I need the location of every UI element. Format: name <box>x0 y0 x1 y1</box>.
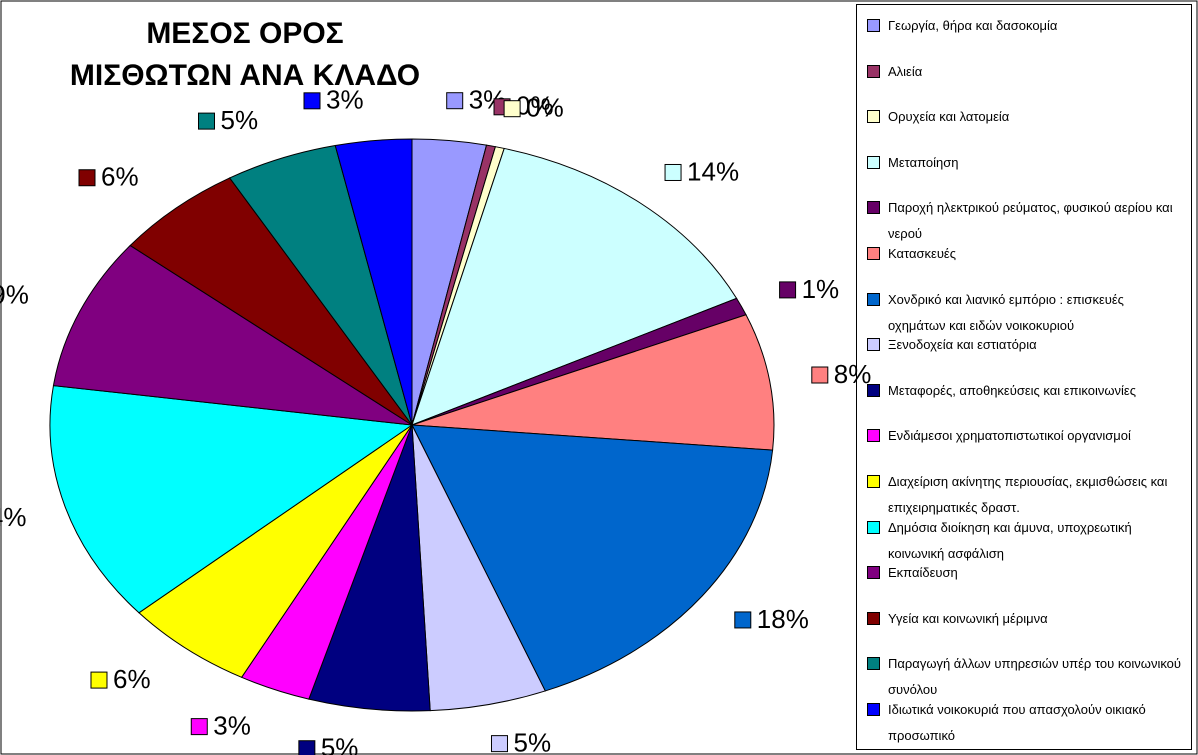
legend-swatch <box>867 292 880 306</box>
legend-label: Διαχείριση ακίνητης περιουσίας, εκμισθώσ… <box>888 473 1168 515</box>
legend-swatch <box>867 64 880 78</box>
data-label: 5% <box>321 733 359 755</box>
pie-slice <box>411 424 774 692</box>
legend-label: Υγεία και κοινωνική μέριμνα <box>888 610 1048 626</box>
label-swatch <box>190 718 208 736</box>
data-label: 1% <box>802 274 840 304</box>
label-swatch <box>197 112 215 130</box>
label-swatch <box>298 740 316 755</box>
pie-slice <box>138 424 413 678</box>
legend-entry: Μεταποίηση <box>863 150 1185 196</box>
legend-swatch <box>867 383 880 397</box>
data-label: 0% <box>526 93 564 123</box>
legend-entry: Κατασκευές <box>863 241 1185 287</box>
legend-entry: Αλιεία <box>863 59 1185 105</box>
legend-swatch <box>867 338 880 352</box>
label-swatch <box>446 92 464 110</box>
legend-entry: Υγεία και κοινωνική μέριμνα <box>863 606 1185 652</box>
legend-swatch <box>867 611 880 625</box>
legend-label: Ιδιωτικά νοικοκυριά που απασχολούν οικια… <box>888 701 1146 743</box>
legend-entry: Διαχείριση ακίνητης περιουσίας, εκμισθώσ… <box>863 469 1185 515</box>
chart-title: ΜΙΣΘΩΤΩΝ ΑΝΑ ΚΛΑΔΟ <box>70 59 420 92</box>
legend-label: Κατασκευές <box>888 245 956 261</box>
label-swatch <box>503 100 521 118</box>
legend-label: Μεταποίηση <box>888 154 959 170</box>
legend-swatch <box>867 474 880 488</box>
legend-entry: Ενδιάμεσοι χρηματοπιστωτικοί οργανισμοί <box>863 423 1185 469</box>
legend-entry: Δημόσια διοίκηση και άμυνα, υποχρεωτική … <box>863 515 1185 561</box>
data-label: 18% <box>757 604 809 634</box>
data-label: 6% <box>101 162 139 192</box>
legend-label: Ενδιάμεσοι χρηματοπιστωτικοί οργανισμοί <box>888 428 1131 444</box>
legend-entry: Παροχή ηλεκτρικού ρεύματος, φυσικού αερί… <box>863 195 1185 241</box>
legend-swatch <box>867 520 880 534</box>
label-swatch <box>734 611 752 629</box>
data-label: 14% <box>0 502 26 532</box>
data-label: 8% <box>834 359 872 389</box>
legend-entry: Ξενοδοχεία και εστιατόρια <box>863 332 1185 378</box>
legend-swatch <box>867 702 880 716</box>
legend-swatch <box>867 19 880 32</box>
label-swatch <box>664 163 682 181</box>
legend-swatch <box>867 155 880 169</box>
legend-label: Παραγωγή άλλων υπηρεσιών υπέρ του κοινων… <box>888 656 1182 698</box>
pie-slice <box>52 244 413 426</box>
legend-swatch <box>867 201 880 215</box>
label-swatch <box>78 169 96 187</box>
legend-swatch <box>867 566 880 580</box>
data-label: 0% <box>516 91 554 121</box>
legend-swatch <box>867 246 880 260</box>
legend-label: Ξενοδοχεία και εστιατόρια <box>888 337 1037 353</box>
legend: Γεωργία, θήρα και δασοκομία Αλιεία Ορυχεία… <box>856 4 1192 750</box>
pie-slice <box>411 314 775 451</box>
legend-entry: Χονδρικό και λιανικό εμπόριο : επισκευές… <box>863 287 1185 333</box>
legend-swatch <box>867 110 880 124</box>
legend-entry: Παραγωγή άλλων υπηρεσιών υπέρ του κοινων… <box>863 651 1185 697</box>
legend-label: Παροχή ηλεκτρικού ρεύματος, φυσικού αερί… <box>888 200 1173 242</box>
legend-entry: Εκπαίδευση <box>863 560 1185 606</box>
legend-label: Χονδρικό και λιανικό εμπόριο : επισκευές… <box>888 291 1124 333</box>
legend-label: Αλιεία <box>888 63 923 79</box>
label-swatch <box>779 281 797 299</box>
chart-title: ΜΕΣΟΣ ΟΡΟΣ <box>146 17 343 50</box>
label-swatch <box>90 671 108 689</box>
data-label: 6% <box>113 664 151 694</box>
data-label: 3% <box>326 85 364 115</box>
data-label: 5% <box>220 105 258 135</box>
label-swatch <box>490 735 508 753</box>
data-label: 9% <box>0 279 29 309</box>
label-swatch <box>303 92 321 110</box>
legend-entry: Ιδιωτικά νοικοκυριά που απασχολούν οικια… <box>863 697 1185 743</box>
legend-entry: Γεωργία, θήρα και δασοκομία <box>863 13 1185 59</box>
label-swatch <box>811 366 829 384</box>
legend-label: Εκπαίδευση <box>888 565 958 581</box>
data-label: 3% <box>213 710 251 740</box>
data-label: 14% <box>687 156 739 186</box>
legend-label: Δημόσια διοίκηση και άμυνα, υποχρεωτική … <box>888 519 1132 561</box>
legend-entry: Ορυχεία και λατομεία <box>863 104 1185 150</box>
data-label: 5% <box>513 728 551 755</box>
legend-entry: Μεταφορές, αποθηκεύσεις και επικοινωνίες <box>863 378 1185 424</box>
legend-label: Ορυχεία και λατομεία <box>888 109 1010 125</box>
pie-slice <box>411 147 738 426</box>
legend-swatch <box>867 429 880 443</box>
pie-slice <box>334 138 413 426</box>
legend-label: Μεταφορές, αποθηκεύσεις και επικοινωνίες <box>888 382 1136 398</box>
pie-slice <box>129 177 413 426</box>
legend-swatch <box>867 657 880 671</box>
legend-label: Γεωργία, θήρα και δασοκομία <box>888 18 1058 33</box>
pie-slice <box>49 385 414 614</box>
